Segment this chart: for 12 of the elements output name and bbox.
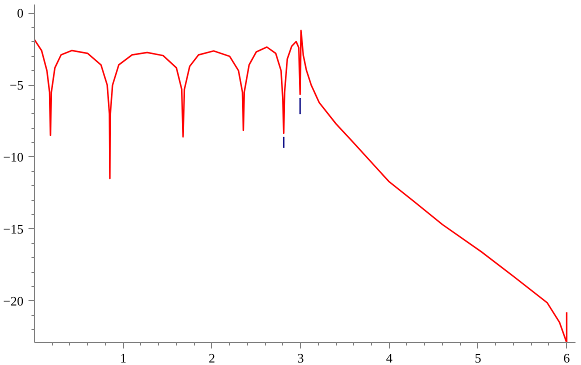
x-tick-label: 3 xyxy=(297,350,304,365)
x-tick-label: 6 xyxy=(563,350,570,365)
y-tick-label: 0 xyxy=(17,6,24,21)
y-tick-label: −10 xyxy=(3,149,24,164)
y-tick-label: −5 xyxy=(10,78,24,93)
x-tick-label: 2 xyxy=(208,350,216,365)
y-tick-label: −15 xyxy=(3,221,24,236)
line-series xyxy=(34,30,568,342)
y-tick-label: −20 xyxy=(3,293,24,308)
x-tick-label: 5 xyxy=(474,350,482,365)
x-tick-label: 4 xyxy=(386,350,394,365)
x-tick-label: 1 xyxy=(120,350,126,365)
